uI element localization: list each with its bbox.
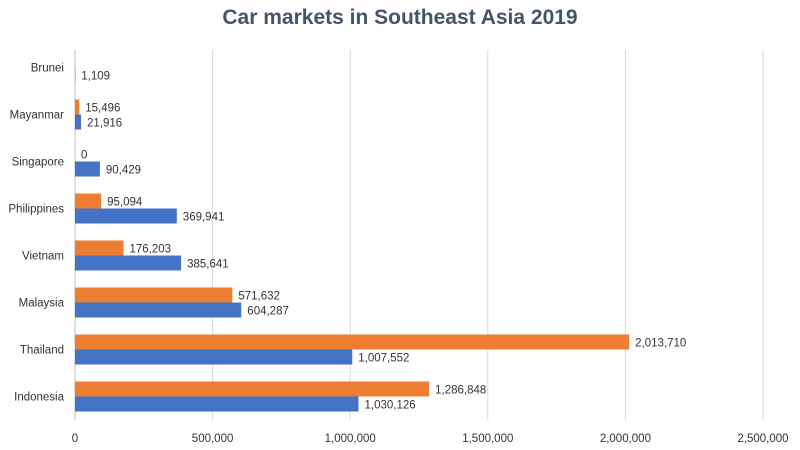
data-label-series-1: 1,007,552	[358, 353, 409, 365]
category-label: Brunei	[31, 63, 64, 75]
data-label-series-1: 1,109	[81, 71, 110, 83]
x-tick-label: 500,000	[192, 433, 234, 445]
x-tick-label: 1,000,000	[325, 433, 376, 445]
category-label: Thailand	[20, 345, 64, 357]
data-label-series-2: 571,632	[238, 291, 280, 303]
data-label-series-2: 15,496	[85, 103, 120, 115]
bar-series-2	[75, 240, 124, 256]
bar-series-1	[75, 208, 177, 224]
bar-series-1	[75, 349, 353, 365]
data-label-series-1: 21,916	[87, 118, 122, 130]
x-tick-label: 2,000,000	[600, 433, 651, 445]
data-label-series-1: 1,030,126	[364, 400, 415, 412]
bar-series-1	[75, 161, 100, 177]
bar-series-2	[75, 193, 102, 209]
x-tick-label: 2,500,000	[737, 433, 788, 445]
bar-series-1	[75, 302, 242, 318]
bar-series-2	[75, 99, 80, 115]
bar-series-1	[75, 255, 182, 271]
data-label-series-1: 90,429	[106, 165, 141, 177]
data-label-series-2: 0	[81, 150, 87, 162]
chart-title: Car markets in Southeast Asia 2019	[222, 6, 578, 29]
category-label: Philippines	[8, 204, 64, 216]
bar-series-1	[75, 396, 359, 412]
bar-series-2	[75, 334, 630, 350]
data-label-series-2: 1,286,848	[435, 385, 486, 397]
bar-series-2	[75, 381, 430, 397]
bar-series-2	[75, 287, 233, 303]
category-label: Singapore	[12, 157, 64, 169]
data-label-series-2: 2,013,710	[635, 338, 686, 350]
data-label-series-2: 95,094	[107, 197, 143, 209]
category-label: Mayanmar	[10, 110, 64, 122]
data-label-series-1: 385,641	[187, 259, 229, 271]
data-label-series-1: 604,287	[247, 306, 289, 318]
category-label: Vietnam	[22, 251, 64, 263]
x-tick-label: 0	[72, 433, 78, 445]
bar-series-1	[75, 114, 82, 130]
category-label: Malaysia	[19, 298, 65, 310]
data-label-series-1: 369,941	[183, 212, 225, 224]
data-label-series-2: 176,203	[129, 244, 171, 256]
category-label: Indonesia	[14, 392, 64, 404]
x-tick-label: 1,500,000	[462, 433, 513, 445]
